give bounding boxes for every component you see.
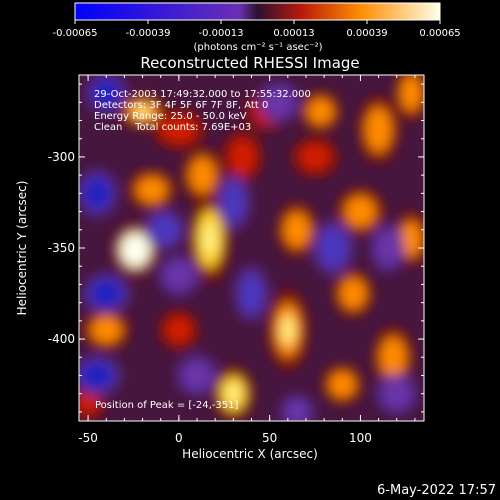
x-axis-label: Heliocentric X (arcsec) <box>182 447 318 461</box>
negative-lobe <box>376 232 400 264</box>
footer-date: 6-May-2022 17:57 <box>377 483 496 498</box>
annotation-time: 29-Oct-2003 17:49:32.000 to 17:55:32.000 <box>94 89 311 100</box>
negative-lobe <box>240 275 263 312</box>
emission-source <box>165 316 193 344</box>
colorbar-tick-label: 0.00039 <box>346 28 387 39</box>
y-axis-ticks: -300 -350 -400 <box>48 83 424 413</box>
emission-source <box>283 211 311 248</box>
annotation-counts: Clean Total counts: 7.69E+03 <box>94 122 251 133</box>
negative-lobe <box>383 380 411 408</box>
colorbar-tick-label: 0.00065 <box>419 28 460 39</box>
colorbar <box>74 2 441 21</box>
emission-source <box>135 176 168 204</box>
source-core <box>225 383 241 404</box>
emission-source <box>160 115 198 144</box>
x-tick-label: 0 <box>175 431 183 445</box>
x-tick-label: -50 <box>78 431 98 445</box>
y-axis-label: Heliocentric Y (arcsec) <box>15 181 29 316</box>
chart-title: Reconstructed RHESSI Image <box>140 54 359 72</box>
colorbar-ticks: -0.00065 -0.00039 -0.00013 0.00013 0.00039 0.… <box>53 20 461 39</box>
peak-position-label: Position of Peak = [-24,-351] <box>95 400 239 411</box>
emission-source <box>228 138 257 176</box>
emission-source <box>399 75 423 112</box>
source-core <box>202 222 218 256</box>
negative-lobe <box>183 361 211 390</box>
source-core <box>98 85 114 101</box>
emission-source <box>306 97 335 126</box>
emission-source <box>344 195 377 228</box>
source-core <box>88 367 106 383</box>
colorbar-tick-label: -0.00013 <box>199 28 244 39</box>
y-tick-label: -400 <box>48 332 75 346</box>
emission-source <box>379 336 407 378</box>
source-core <box>280 314 296 345</box>
annotation-energy: Energy Range: 25.0 - 50.0 keV <box>94 111 247 122</box>
emission-source <box>328 370 356 399</box>
emission-source <box>299 143 331 171</box>
emission-source <box>364 106 393 153</box>
emission-source <box>399 220 423 258</box>
annotation-detectors: Detectors: 3F 4F 5F 6F 7F 8F, Att 0 <box>94 100 268 111</box>
negative-lobe <box>165 261 193 289</box>
colorbar-tick-label: -0.00039 <box>126 28 171 39</box>
y-tick-label: -350 <box>48 241 75 255</box>
emission-source <box>90 316 123 344</box>
emission-source <box>79 391 100 415</box>
negative-lobe <box>285 400 309 421</box>
source-core <box>97 286 115 302</box>
negative-lobe <box>265 88 293 116</box>
source-core <box>89 184 105 203</box>
heatmap-image <box>79 75 424 421</box>
emission-source <box>188 156 217 194</box>
negative-lobe <box>319 229 347 267</box>
colorbar-tick-label: -0.00065 <box>53 28 98 39</box>
emission-source <box>339 277 367 310</box>
source-core <box>126 239 145 260</box>
colorbar-units: (photons cm⁻² s⁻¹ asec⁻²) <box>193 42 322 53</box>
negative-lobe <box>150 216 178 244</box>
x-tick-label: 50 <box>262 431 277 445</box>
source-core <box>133 105 152 118</box>
negative-lobe <box>221 184 245 221</box>
colorbar-tick-label: 0.00013 <box>273 28 314 39</box>
x-axis-ticks: -50 0 50 100 <box>78 75 416 445</box>
x-tick-label: 100 <box>349 431 372 445</box>
y-tick-label: -300 <box>48 150 75 164</box>
